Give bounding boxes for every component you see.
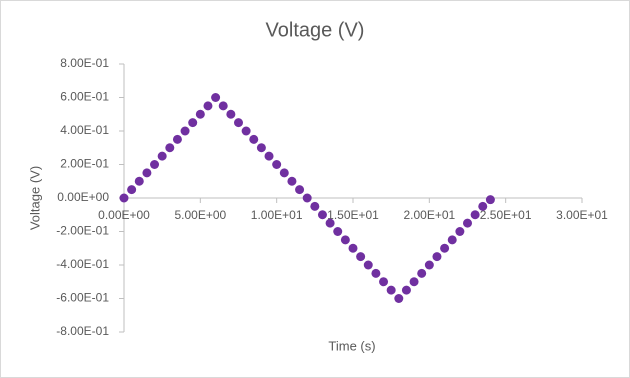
data-point: [134, 176, 144, 186]
x-tick-label: 1.50E+01: [327, 208, 379, 222]
data-point: [356, 252, 366, 262]
y-tick-label: 2.00E-01: [60, 157, 109, 171]
data-point: [386, 285, 396, 295]
data-point: [295, 185, 305, 195]
data-point: [226, 109, 236, 119]
y-tick-label: -8.00E-01: [56, 324, 109, 338]
data-point: [409, 277, 419, 287]
data-point: [256, 143, 266, 153]
data-point: [180, 126, 190, 136]
data-point: [287, 176, 297, 186]
data-point: [249, 134, 259, 144]
data-point: [379, 277, 389, 287]
data-point: [485, 195, 495, 205]
y-tick-label: -6.00E-01: [56, 291, 109, 305]
data-point: [119, 193, 129, 203]
data-point: [478, 201, 488, 211]
data-point: [302, 193, 312, 203]
data-point: [363, 260, 373, 270]
chart-title: Voltage (V): [266, 19, 365, 41]
data-point: [333, 227, 343, 236]
data-point: [317, 210, 327, 220]
data-point: [401, 285, 411, 295]
data-point: [394, 294, 404, 303]
data-point: [188, 118, 198, 128]
y-tick-label: 0.00E+00: [57, 190, 109, 204]
data-point: [211, 93, 221, 102]
data-point: [279, 168, 289, 178]
data-point: [417, 268, 427, 278]
y-tick-label: -2.00E-01: [56, 224, 109, 238]
y-axis-title: Voltage (V): [27, 166, 42, 230]
data-point: [470, 210, 480, 220]
data-point: [264, 151, 274, 161]
data-point: [203, 101, 213, 111]
data-point: [310, 201, 320, 211]
data-point: [272, 160, 282, 169]
data-point: [195, 109, 205, 119]
data-point: [440, 243, 450, 253]
y-tick-label: 6.00E-01: [60, 90, 109, 104]
data-point: [348, 243, 358, 253]
y-tick-label: -4.00E-01: [56, 257, 109, 271]
x-axis-title: Time (s): [328, 338, 375, 353]
data-point: [241, 126, 251, 136]
data-point: [172, 134, 182, 144]
data-point: [432, 252, 442, 262]
data-point: [142, 168, 152, 178]
data-point: [455, 227, 465, 236]
x-tick-label: 2.00E+01: [403, 208, 455, 222]
y-tick-label: 4.00E-01: [60, 123, 109, 137]
x-tick-label: 2.50E+01: [480, 208, 532, 222]
data-point: [371, 268, 381, 278]
x-tick-label: 1.00E+01: [251, 208, 303, 222]
data-point: [127, 185, 137, 195]
data-point: [234, 118, 243, 128]
data-point: [424, 260, 434, 270]
x-tick-label: 3.00E+01: [556, 208, 608, 222]
x-tick-label: 5.00E+00: [174, 208, 226, 222]
data-point: [218, 101, 228, 111]
data-point: [447, 235, 457, 245]
y-tick-label: 8.00E-01: [60, 56, 109, 70]
data-point: [165, 143, 175, 153]
x-tick-label: 0.00E+00: [98, 208, 150, 222]
data-point: [150, 160, 160, 169]
data-point: [157, 151, 167, 161]
data-point: [463, 218, 472, 228]
data-point: [340, 235, 350, 245]
data-point: [325, 218, 335, 228]
